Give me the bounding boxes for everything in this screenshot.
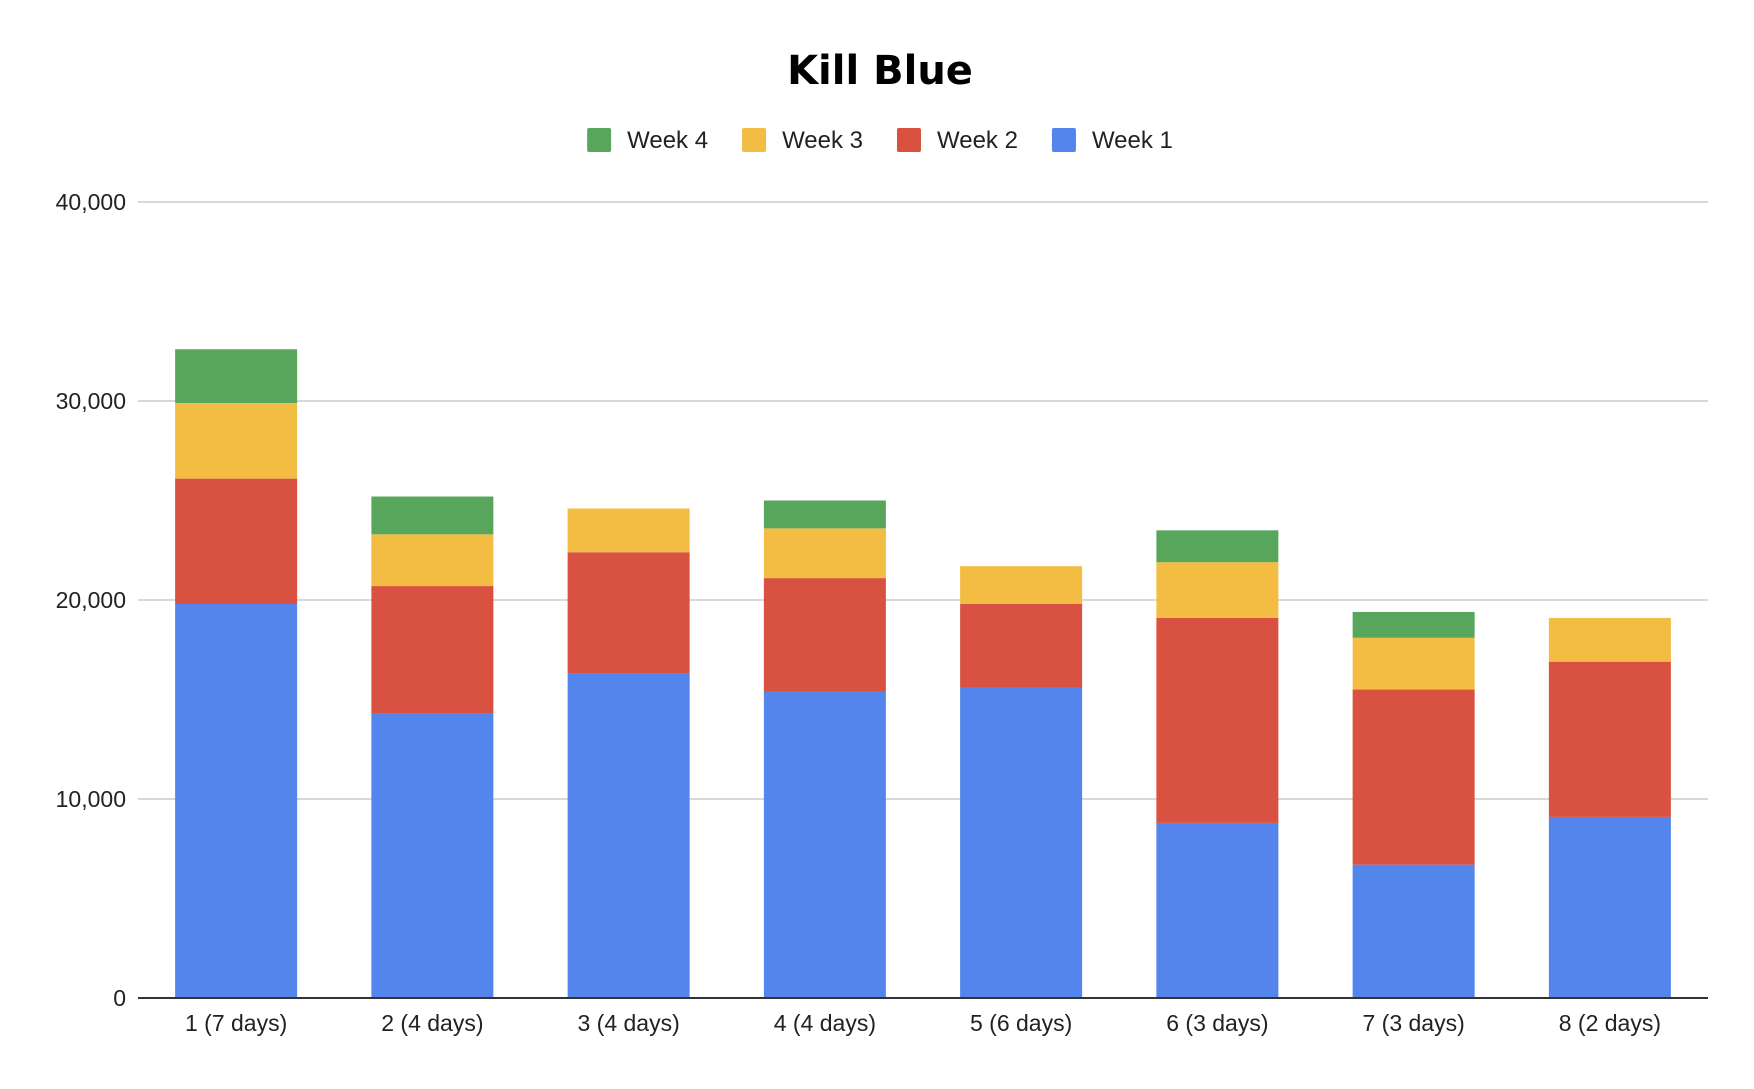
bar-week-1-4-4-days — [763, 691, 886, 998]
x-tick-label-6-3-days: 6 (3 days) — [1166, 1010, 1268, 1036]
bar-week-3-6-3-days — [1156, 562, 1279, 618]
bar-week-2-3-4-days — [567, 552, 690, 674]
bar-week-3-8-2-days — [1548, 617, 1671, 662]
x-tick-label-1-7-days: 1 (7 days) — [185, 1010, 287, 1036]
legend: Week 4 Week 3 Week 2 Week 1 — [587, 127, 1173, 154]
bar-group-1-7-days — [175, 349, 298, 998]
bar-week-3-2-4-days — [371, 534, 494, 587]
bar-week-1-6-3-days — [1156, 822, 1279, 998]
legend-swatch-week-2 — [897, 128, 921, 152]
bar-week-4-6-3-days — [1156, 530, 1279, 563]
bars — [175, 349, 1671, 998]
bar-week-1-7-3-days — [1352, 864, 1475, 998]
bar-group-8-2-days — [1548, 617, 1671, 998]
x-tick-label-5-6-days: 5 (6 days) — [970, 1010, 1072, 1036]
bar-group-5-6-days — [960, 566, 1083, 998]
legend-swatch-week-4 — [587, 128, 612, 152]
bar-week-1-3-4-days — [567, 673, 690, 998]
y-tick-label-20000: 20,000 — [56, 587, 126, 613]
x-tick-label-4-4-days: 4 (4 days) — [774, 1010, 876, 1036]
bar-week-1-5-6-days — [960, 687, 1083, 998]
legend-label-week-2: Week 2 — [937, 127, 1018, 154]
x-tick-label-2-4-days: 2 (4 days) — [381, 1010, 483, 1036]
y-tick-label-40000: 40,000 — [56, 189, 126, 215]
bar-week-1-8-2-days — [1548, 816, 1671, 998]
bar-week-4-4-4-days — [763, 500, 886, 529]
bar-week-2-6-3-days — [1156, 617, 1279, 823]
legend-item-week-2: Week 2 — [897, 127, 1018, 154]
bar-week-2-7-3-days — [1352, 689, 1475, 865]
bar-group-4-4-days — [763, 500, 886, 998]
bar-week-4-7-3-days — [1352, 611, 1475, 638]
bar-week-2-4-4-days — [763, 578, 886, 692]
bar-group-3-4-days — [567, 508, 690, 998]
bar-week-1-1-7-days — [175, 603, 298, 998]
bar-week-3-1-7-days — [175, 402, 298, 479]
legend-swatch-week-3 — [742, 128, 767, 152]
bar-week-3-5-6-days — [960, 566, 1083, 604]
bar-week-4-1-7-days — [175, 349, 298, 403]
bar-week-2-8-2-days — [1548, 661, 1671, 817]
bar-week-2-1-7-days — [175, 478, 298, 604]
legend-label-week-1: Week 1 — [1092, 127, 1173, 154]
bar-week-3-7-3-days — [1352, 637, 1475, 690]
bar-week-3-4-4-days — [763, 528, 886, 579]
legend-label-week-3: Week 3 — [782, 127, 863, 154]
bar-group-2-4-days — [371, 496, 494, 998]
y-tick-label-30000: 30,000 — [56, 388, 126, 414]
bar-week-4-2-4-days — [371, 496, 494, 535]
bar-week-1-2-4-days — [371, 713, 494, 998]
y-axis: 0 10,000 20,000 30,000 40,000 — [56, 189, 126, 1011]
legend-label-week-4: Week 4 — [627, 127, 708, 154]
x-tick-label-8-2-days: 8 (2 days) — [1559, 1010, 1661, 1036]
x-axis: 1 (7 days) 2 (4 days) 3 (4 days) 4 (4 days)… — [138, 997, 1708, 1036]
x-tick-label-3-4-days: 3 (4 days) — [577, 1010, 679, 1036]
bar-group-6-3-days — [1156, 530, 1279, 998]
chart-title: Kill Blue — [787, 48, 973, 94]
bar-group-7-3-days — [1352, 611, 1475, 998]
bar-week-2-2-4-days — [371, 586, 494, 714]
legend-item-week-1: Week 1 — [1051, 127, 1173, 154]
y-tick-label-10000: 10,000 — [56, 786, 126, 812]
legend-swatch-week-1 — [1051, 128, 1076, 152]
legend-item-week-3: Week 3 — [742, 127, 863, 154]
x-tick-label-7-3-days: 7 (3 days) — [1362, 1010, 1464, 1036]
bar-week-2-5-6-days — [960, 603, 1083, 688]
bar-week-3-3-4-days — [567, 508, 690, 553]
y-tick-label-0: 0 — [113, 985, 126, 1011]
legend-item-week-4: Week 4 — [587, 127, 708, 154]
